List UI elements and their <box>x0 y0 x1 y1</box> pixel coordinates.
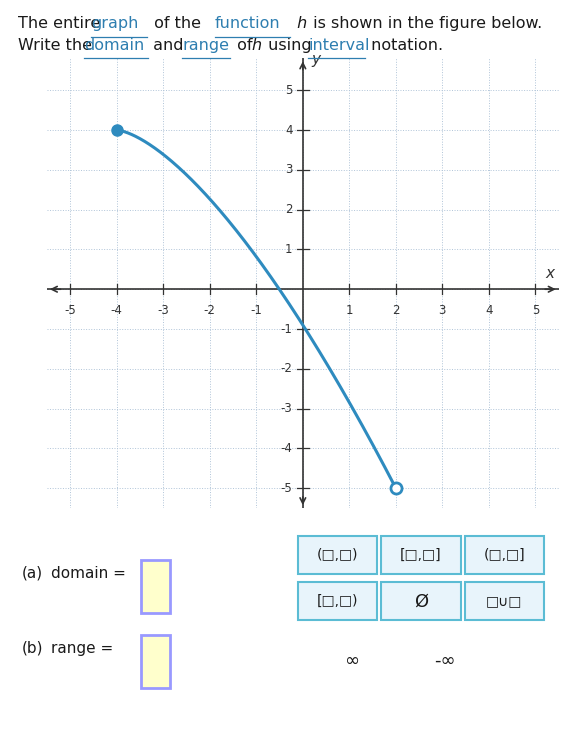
Text: y: y <box>311 53 320 67</box>
Text: of the: of the <box>149 16 206 31</box>
Text: 1: 1 <box>285 243 293 256</box>
Text: 3: 3 <box>285 163 293 176</box>
FancyBboxPatch shape <box>382 582 460 620</box>
Text: -∞: -∞ <box>435 652 456 670</box>
Text: (a): (a) <box>22 566 44 581</box>
Text: -1: -1 <box>280 322 293 336</box>
Text: (b): (b) <box>22 641 44 656</box>
FancyBboxPatch shape <box>298 537 377 574</box>
Text: Write the: Write the <box>18 38 97 53</box>
FancyBboxPatch shape <box>141 560 169 613</box>
Text: using: using <box>263 38 316 53</box>
Text: -3: -3 <box>158 304 169 317</box>
Text: (□,□]: (□,□] <box>483 548 525 562</box>
FancyBboxPatch shape <box>465 582 544 620</box>
Text: 5: 5 <box>285 84 293 96</box>
Text: interval: interval <box>308 38 370 53</box>
Text: 3: 3 <box>439 304 446 317</box>
Text: [□,□]: [□,□] <box>400 548 442 562</box>
Text: and: and <box>148 38 189 53</box>
Text: 2: 2 <box>392 304 400 317</box>
Text: notation.: notation. <box>366 38 443 53</box>
Text: -2: -2 <box>204 304 216 317</box>
Text: □∪□: □∪□ <box>486 594 523 608</box>
Text: x: x <box>546 266 555 281</box>
FancyBboxPatch shape <box>382 537 460 574</box>
Text: is shown in the figure below.: is shown in the figure below. <box>308 16 542 31</box>
Text: graph: graph <box>91 16 139 31</box>
Text: -5: -5 <box>281 482 293 495</box>
Text: 4: 4 <box>485 304 493 317</box>
Text: h: h <box>292 16 308 31</box>
Text: -1: -1 <box>250 304 262 317</box>
Text: domain: domain <box>84 38 144 53</box>
Text: 1: 1 <box>346 304 353 317</box>
Text: of: of <box>232 38 258 53</box>
Text: -5: -5 <box>65 304 76 317</box>
Text: h: h <box>252 38 262 53</box>
Text: ∞: ∞ <box>345 652 359 670</box>
FancyBboxPatch shape <box>141 635 169 688</box>
Text: domain =: domain = <box>51 566 131 581</box>
Text: (□,□): (□,□) <box>317 548 359 562</box>
Text: 4: 4 <box>285 124 293 137</box>
Text: The entire: The entire <box>18 16 105 31</box>
Text: 5: 5 <box>532 304 539 317</box>
FancyBboxPatch shape <box>298 582 377 620</box>
Text: -3: -3 <box>281 402 293 415</box>
Text: 2: 2 <box>285 203 293 216</box>
Text: -4: -4 <box>111 304 123 317</box>
Text: -4: -4 <box>280 442 293 455</box>
Text: Ø: Ø <box>414 592 428 610</box>
Text: function: function <box>215 16 280 31</box>
FancyBboxPatch shape <box>465 537 544 574</box>
Text: range: range <box>182 38 229 53</box>
Text: range =: range = <box>51 641 118 656</box>
Text: [□,□): [□,□) <box>317 594 359 608</box>
Text: -2: -2 <box>280 363 293 375</box>
